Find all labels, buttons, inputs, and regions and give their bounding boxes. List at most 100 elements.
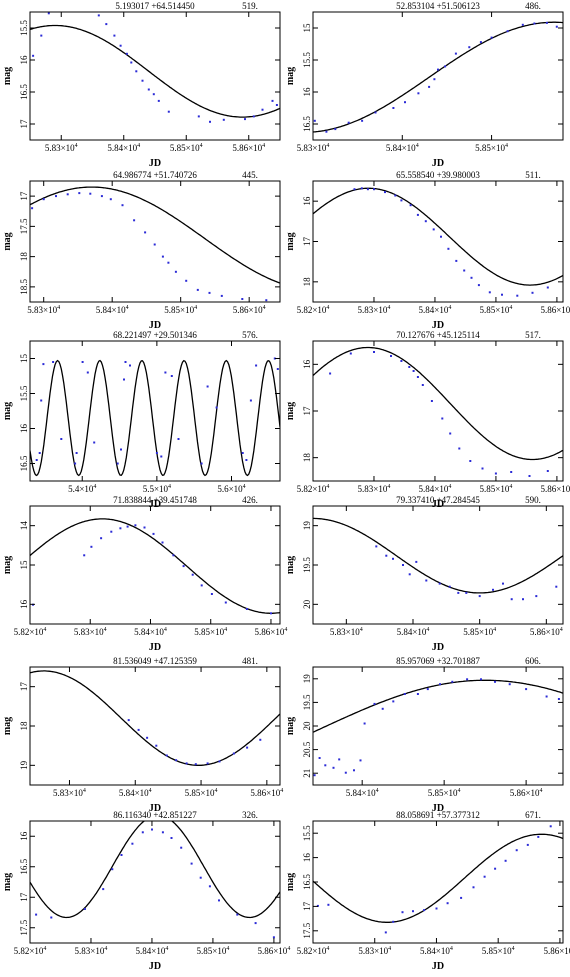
data-point [127,719,130,722]
data-point [392,920,395,923]
data-point [105,23,108,26]
data-point [415,560,418,563]
data-point [477,284,480,287]
y-tick-label: 19 [302,521,312,531]
y-tick-label: 20.5 [302,741,312,757]
data-point [141,79,144,82]
x-tick-mantissa: 5.4 [68,484,80,494]
data-point [438,582,441,585]
data-point [481,467,484,470]
data-point [52,361,55,363]
data-point [557,698,560,700]
x-tick-mantissa: 5.84 [96,305,112,315]
data-point [220,294,223,297]
x-tick-exponent: 4 [387,305,390,311]
data-point [245,608,248,610]
x-tick-label: 5.82×104 [297,946,330,956]
data-point [130,61,133,64]
x-tick-mantissa: 5.82 [297,305,313,315]
data-point [401,911,404,914]
data-point [241,298,244,300]
x-tick-times: ×10 [312,143,327,153]
x-tick-exponent: 4 [426,627,429,633]
y-tick-label: 15 [302,23,312,33]
x-tick-exponent: 4 [458,788,461,794]
model-curve [30,670,280,766]
data-point [270,612,272,615]
x-tick-exponent: 4 [360,627,363,633]
x-tick-mantissa: 5.85 [185,788,201,798]
y-tick-label: 17.5 [19,218,29,234]
data-point [200,462,203,465]
y-tick-label: 16 [19,55,29,65]
point-count: 606. [525,656,541,666]
data-point [208,291,211,294]
x-tick-label: 5.82×104 [14,627,47,637]
x-tick-mantissa: 5.83 [330,627,346,637]
model-curve [313,833,563,923]
x-tick-label: 5.84×104 [386,143,419,153]
data-point [200,584,203,587]
plot-frame [312,180,564,303]
x-tick-exponent: 4 [505,143,508,149]
plot-frame [312,820,564,944]
x-tick-times: ×10 [312,946,327,956]
y-tick-label: 19 [19,760,29,770]
x-tick-exponent: 4 [75,143,78,149]
x-tick-times: ×10 [200,788,215,798]
x-tick-label: 5.85×104 [482,946,515,956]
x-tick-times: ×10 [559,946,570,956]
x-tick-times: ×10 [151,946,166,956]
data-point [555,585,558,588]
data-point [66,193,69,196]
data-point [392,700,395,703]
x-axis-label: JD [149,803,161,814]
x-tick-times: ×10 [402,143,417,153]
data-point [155,744,158,747]
data-point [408,366,411,368]
x-axis-label: JD [432,499,444,510]
chart-panel: 5.82×1045.83×1045.84×1045.85×1045.86×104… [285,170,570,331]
data-point [222,118,225,121]
data-point [155,452,158,454]
data-point [185,279,188,282]
data-point [465,591,468,594]
x-tick-mantissa: 5.84 [420,946,436,956]
x-tick-label: 5.86×104 [530,627,563,637]
x-tick-label: 5.86×104 [543,946,570,956]
x-axis-label: JD [432,961,444,972]
y-tick-label: 15 [19,560,29,570]
panel-title: 88.058691 +57.377312 [396,810,480,820]
data-point [160,455,163,458]
data-point [437,68,439,71]
data-point [224,601,227,604]
x-tick-times: ×10 [491,143,506,153]
x-tick-mantissa: 5.84 [419,484,435,494]
x-tick-mantissa: 5.84 [107,143,123,153]
x-tick-exponent: 4 [263,305,266,311]
y-axis-label: mag [285,232,296,250]
x-tick-times: ×10 [266,788,281,798]
x-tick-label: 5.83×104 [53,788,86,798]
y-axis-label: mag [2,232,13,250]
x-tick-exponent: 4 [560,627,563,633]
data-point [244,118,246,121]
data-point [494,867,497,870]
y-tick-label: 21 [302,769,312,778]
x-tick-exponent: 4 [493,627,496,633]
data-point [93,441,96,444]
x-tick-mantissa: 5.85 [197,946,213,956]
x-tick-label: 5.84×104 [419,305,452,315]
x-tick-label: 5.85×104 [480,305,513,315]
x-tick-exponent: 4 [416,143,419,149]
x-tick-mantissa: 5.83 [297,143,313,153]
data-point [134,524,137,527]
data-point [116,462,119,465]
x-tick-mantissa: 5.84 [346,788,362,798]
y-axis-label: mag [2,717,13,735]
data-point [74,462,77,465]
data-point [170,837,173,839]
